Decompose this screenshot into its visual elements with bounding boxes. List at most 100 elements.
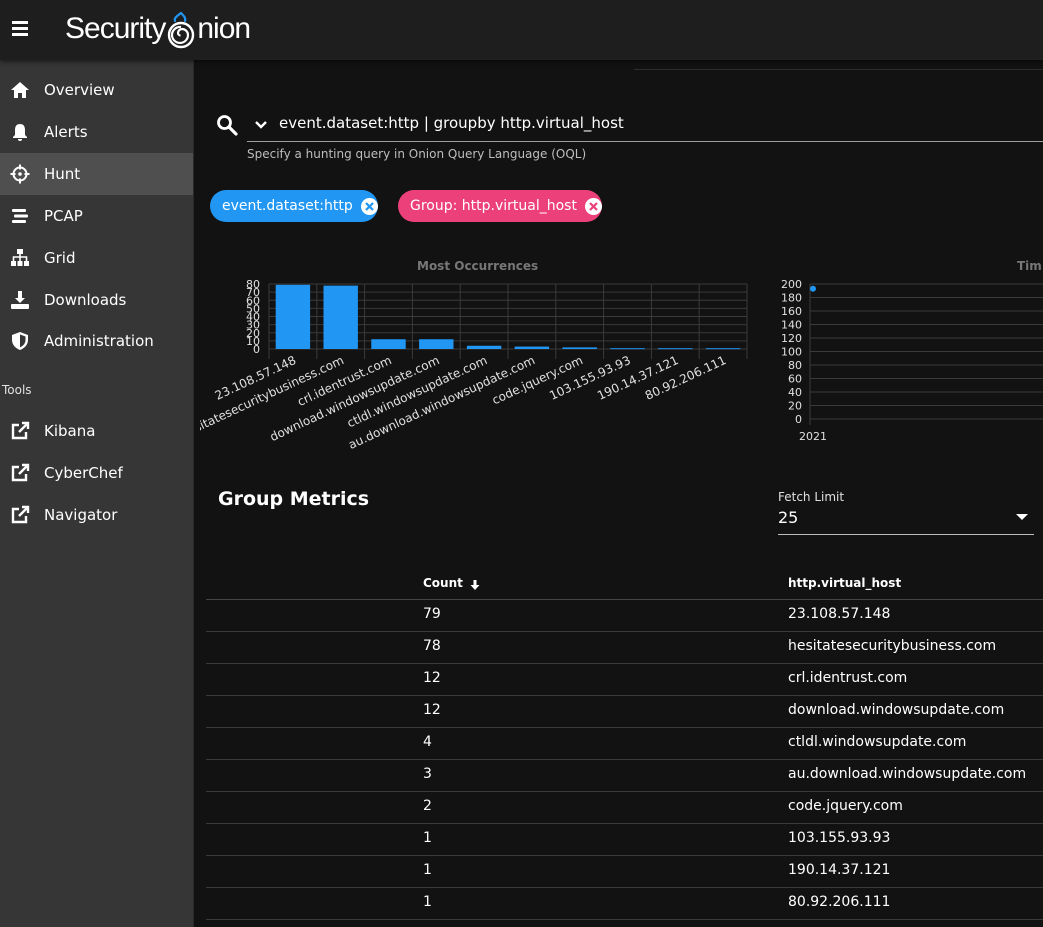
- chart-bar: [610, 348, 645, 350]
- fetch-limit-select[interactable]: 25: [778, 508, 799, 527]
- sidebar-item-pcap[interactable]: PCAP: [0, 195, 193, 237]
- count-cell[interactable]: 12: [423, 670, 441, 686]
- toolbar-edge: [634, 62, 1043, 70]
- chart-bar: [275, 284, 311, 349]
- virtual-host-cell[interactable]: crl.identrust.com: [788, 670, 908, 686]
- hamburger-menu-icon[interactable]: [12, 18, 34, 42]
- chart-point: [810, 285, 816, 292]
- y-tick-label: 0: [253, 343, 260, 356]
- virtual-host-cell[interactable]: 80.92.206.111: [788, 894, 891, 910]
- virtual-host-cell[interactable]: au.download.windowsupdate.com: [788, 766, 1027, 782]
- top-app-bar: Security nion: [0, 0, 1043, 60]
- count-cell[interactable]: 78: [423, 638, 441, 654]
- y-tick-label: 60: [246, 294, 260, 307]
- virtual-host-cell[interactable]: hesitatesecuritybusiness.com: [788, 638, 997, 654]
- close-icon[interactable]: [360, 197, 378, 215]
- fetch-limit-underline: [778, 534, 1034, 535]
- sitemap-icon: [11, 249, 29, 266]
- count-cell[interactable]: 4: [423, 734, 432, 750]
- sidebar-item-label: Overview: [44, 81, 115, 99]
- column-header-count[interactable]: Count: [423, 576, 481, 591]
- chart-bar: [705, 348, 741, 350]
- x-tick-label: 80.92.206.111: [643, 353, 728, 403]
- table-row[interactable]: 1 190.14.37.121: [206, 855, 1043, 888]
- sort-descending-icon[interactable]: [469, 579, 481, 591]
- virtual-host-cell[interactable]: code.jquery.com: [788, 798, 903, 814]
- virtual-host-cell[interactable]: 23.108.57.148: [788, 606, 891, 622]
- filter-chip-dataset[interactable]: event.dataset:http: [210, 190, 378, 222]
- y-tick-label: 140: [781, 319, 802, 332]
- group-metrics-title: Group Metrics: [218, 488, 370, 510]
- table-row[interactable]: 78 hesitatesecuritybusiness.com: [206, 631, 1043, 664]
- table-row[interactable]: 1 80.92.206.111: [206, 887, 1043, 920]
- virtual-host-cell[interactable]: ctldl.windowsupdate.com: [788, 734, 967, 750]
- table-row[interactable]: 1 103.155.93.93: [206, 823, 1043, 856]
- most-occurrences-chart[interactable]: 0102030405060708023.108.57.148hesitatese…: [200, 275, 760, 455]
- sidebar-item-label: Alerts: [44, 123, 88, 141]
- count-cell[interactable]: 1: [423, 862, 432, 878]
- sidebar-item-overview[interactable]: Overview: [0, 69, 193, 111]
- count-cell[interactable]: 1: [423, 830, 432, 846]
- count-cell[interactable]: 2: [423, 798, 432, 814]
- virtual-host-cell[interactable]: 103.155.93.93: [788, 830, 891, 846]
- chart-bar: [323, 285, 358, 349]
- table-row[interactable]: 3 au.download.windowsupdate.com: [206, 759, 1043, 792]
- sidebar-item-cyberchef[interactable]: CyberChef: [0, 452, 193, 494]
- count-cell[interactable]: 1: [423, 894, 432, 910]
- sidebar-item-administration[interactable]: Administration: [0, 320, 193, 362]
- y-tick-label: 0: [795, 413, 802, 426]
- chart-bar: [514, 346, 550, 349]
- sidebar-item-label: Hunt: [44, 165, 81, 183]
- onion-swirl-icon: [168, 11, 195, 49]
- dropdown-caret-icon[interactable]: [1016, 514, 1028, 520]
- hunt-query-input[interactable]: [279, 110, 1039, 136]
- filter-chip-groupby[interactable]: Group: http.virtual_host: [398, 190, 602, 222]
- sidebar-item-label: Grid: [44, 249, 76, 267]
- search-icon[interactable]: [216, 114, 238, 136]
- table-row[interactable]: 12 download.windowsupdate.com: [206, 695, 1043, 728]
- y-tick-label: 200: [781, 278, 802, 291]
- security-onion-logo[interactable]: Security nion: [65, 6, 251, 52]
- table-row[interactable]: 12 crl.identrust.com: [206, 663, 1043, 696]
- y-tick-label: 40: [788, 386, 802, 399]
- sidebar-item-alerts[interactable]: Alerts: [0, 111, 193, 153]
- virtual-host-cell[interactable]: download.windowsupdate.com: [788, 702, 1005, 718]
- column-header-virtual-host[interactable]: http.virtual_host: [788, 576, 902, 590]
- y-tick-label: 20: [788, 400, 802, 413]
- y-tick-label: 180: [781, 292, 802, 305]
- external-link-icon: [11, 421, 30, 440]
- stream-icon: [12, 209, 28, 223]
- y-tick-label: 120: [781, 332, 802, 345]
- y-tick-label: 100: [781, 346, 802, 359]
- sidebar-item-label: Kibana: [44, 422, 96, 440]
- y-tick-label: 10: [246, 335, 260, 348]
- tools-section-label: Tools: [2, 383, 32, 397]
- download-icon: [11, 291, 29, 309]
- logo-text-right: nion: [197, 12, 251, 45]
- count-cell[interactable]: 79: [423, 606, 441, 622]
- table-row[interactable]: 4 ctldl.windowsupdate.com: [206, 727, 1043, 760]
- virtual-host-cell[interactable]: 190.14.37.121: [788, 862, 891, 878]
- y-tick-label: 80: [246, 278, 260, 291]
- chevron-down-icon[interactable]: [252, 116, 270, 134]
- count-cell[interactable]: 3: [423, 766, 432, 782]
- sidebar-item-kibana[interactable]: Kibana: [0, 410, 193, 452]
- query-hint: Specify a hunting query in Onion Query L…: [247, 147, 587, 161]
- table-row[interactable]: 2 code.jquery.com: [206, 791, 1043, 824]
- external-link-icon: [11, 463, 30, 482]
- fetch-limit-label: Fetch Limit: [778, 490, 845, 504]
- time-chart-title: Tim: [1017, 259, 1042, 273]
- chart-bar: [419, 339, 454, 349]
- y-tick-label: 20: [246, 327, 260, 340]
- sidebar-item-navigator[interactable]: Navigator: [0, 494, 193, 536]
- sidebar-item-hunt[interactable]: Hunt: [0, 153, 193, 195]
- y-tick-label: 80: [788, 359, 802, 372]
- count-cell[interactable]: 12: [423, 702, 441, 718]
- sidebar-item-label: CyberChef: [44, 464, 123, 482]
- sidebar-item-grid[interactable]: Grid: [0, 237, 193, 279]
- sidebar-item-downloads[interactable]: Downloads: [0, 279, 193, 321]
- table-row[interactable]: 79 23.108.57.148: [206, 599, 1043, 632]
- close-icon[interactable]: [584, 197, 602, 215]
- chart-bar: [371, 339, 406, 349]
